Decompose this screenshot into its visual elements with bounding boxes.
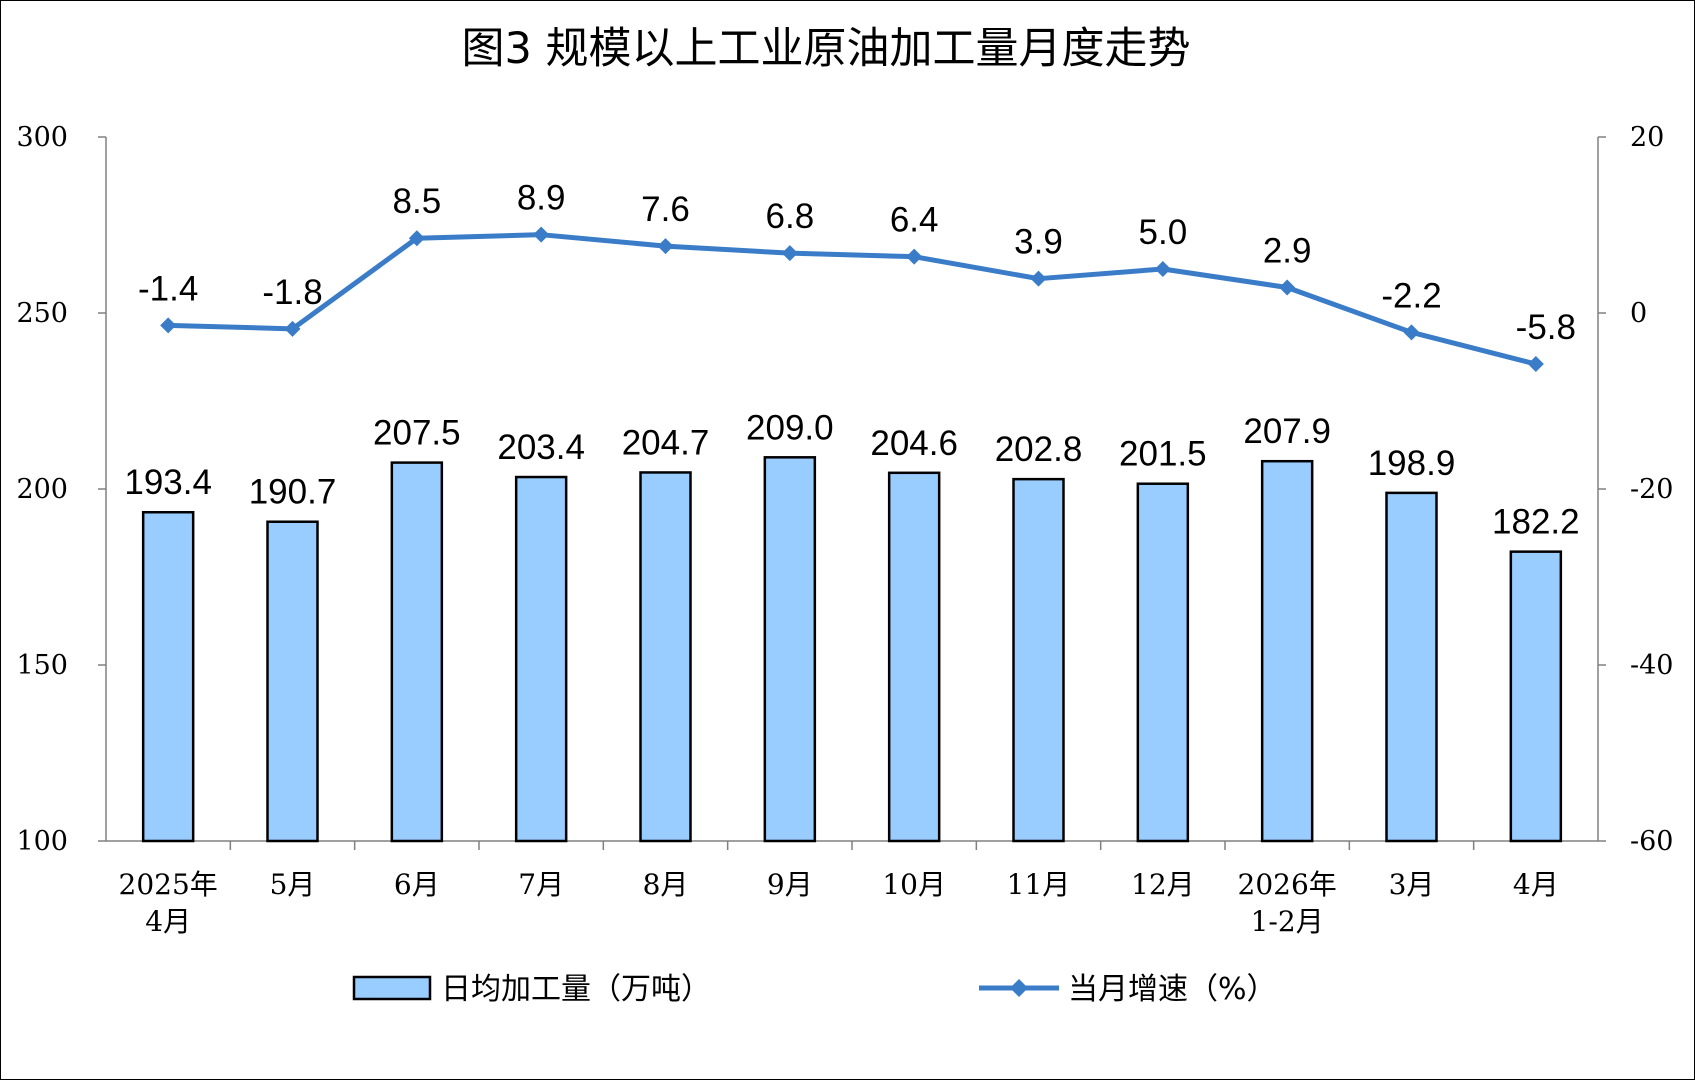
bar bbox=[1260, 459, 1314, 843]
legend-bar-swatch bbox=[352, 975, 432, 1001]
line-point bbox=[1279, 279, 1296, 296]
line-point bbox=[657, 238, 674, 255]
bar-value-label: 193.4 bbox=[124, 463, 212, 502]
x-tick-label: 4月 bbox=[145, 905, 191, 938]
y-left-tick-label: 300 bbox=[16, 122, 68, 153]
line-value-label: 6.4 bbox=[890, 201, 939, 240]
legend-bar-label: 日均加工量（万吨） bbox=[441, 972, 711, 1007]
y-right-tick-label: 0 bbox=[1630, 298, 1647, 329]
line-point bbox=[284, 320, 301, 337]
line-value-label: 8.5 bbox=[393, 182, 442, 221]
line-point bbox=[906, 248, 923, 265]
plot-area: 100 150 200 250 300 -60 -40 -20 0 20 2025年 4月 5月 6月 7月… bbox=[16, 122, 1673, 938]
bar bbox=[514, 475, 568, 843]
line-value-label: -5.8 bbox=[1516, 308, 1576, 347]
bar bbox=[1509, 550, 1563, 843]
y-left-tick-label: 100 bbox=[16, 826, 68, 857]
x-tick-label: 10月 bbox=[882, 868, 946, 901]
x-tick-label: 6月 bbox=[394, 868, 440, 901]
x-tick-label: 12月 bbox=[1131, 868, 1195, 901]
line-value-label: -2.2 bbox=[1381, 276, 1441, 315]
line-value-label: 2.9 bbox=[1263, 231, 1312, 270]
line-value-label: 3.9 bbox=[1014, 223, 1063, 262]
line-point bbox=[1527, 356, 1544, 373]
bar-value-label: 204.7 bbox=[622, 423, 710, 462]
line-point bbox=[781, 245, 798, 262]
x-tick-label: 2026年 bbox=[1238, 868, 1337, 901]
bar bbox=[1012, 477, 1065, 843]
legend-line-marker bbox=[1010, 979, 1028, 997]
bar bbox=[141, 510, 195, 843]
bar-value-label: 182.2 bbox=[1492, 503, 1580, 542]
line-series bbox=[168, 232, 1537, 367]
x-tick-label: 8月 bbox=[643, 868, 689, 901]
bar-value-label: 190.7 bbox=[249, 473, 337, 512]
line-point bbox=[1403, 324, 1420, 341]
legend-line-label: 当月增速（%） bbox=[1068, 972, 1277, 1007]
y-left-tick-label: 200 bbox=[16, 474, 68, 505]
x-tick-label: 4月 bbox=[1513, 868, 1559, 901]
bar-value-label: 201.5 bbox=[1119, 435, 1207, 474]
line-point bbox=[1154, 261, 1171, 277]
line-point bbox=[533, 226, 550, 243]
line-value-label: 8.9 bbox=[517, 179, 566, 218]
bar-value-label: 198.9 bbox=[1368, 444, 1456, 483]
bar bbox=[390, 461, 444, 843]
bar bbox=[266, 520, 319, 843]
line-value-label: 6.8 bbox=[766, 197, 815, 236]
bar-value-label: 202.8 bbox=[995, 430, 1083, 469]
bar bbox=[763, 456, 817, 843]
line-point bbox=[1030, 270, 1047, 287]
y-left-tick-label: 150 bbox=[16, 650, 68, 681]
y-left-tick-label: 250 bbox=[16, 298, 68, 329]
line-value-label: -1.4 bbox=[138, 269, 198, 308]
bar bbox=[1136, 482, 1190, 843]
bar-value-label: 207.9 bbox=[1243, 412, 1331, 451]
line-point bbox=[408, 230, 425, 247]
line-value-label: 5.0 bbox=[1139, 213, 1188, 252]
legend: 日均加工量（万吨） 当月增速（%） bbox=[352, 972, 1277, 1007]
line-value-label: 7.6 bbox=[641, 190, 690, 229]
y-right-tick-label: -40 bbox=[1630, 650, 1673, 681]
bar bbox=[1385, 491, 1438, 843]
chart-title: 图3 规模以上工业原油加工量月度走势 bbox=[461, 24, 1190, 74]
x-tick-label: 11月 bbox=[1007, 868, 1071, 901]
x-tick-label: 1-2月 bbox=[1251, 905, 1324, 938]
bar-value-label: 207.5 bbox=[373, 414, 461, 453]
x-tick-label: 7月 bbox=[518, 868, 564, 901]
x-tick-label: 5月 bbox=[270, 868, 316, 901]
y-right-tick-label: 20 bbox=[1630, 122, 1664, 153]
x-tick-label: 9月 bbox=[767, 868, 813, 901]
bar-value-label: 204.6 bbox=[870, 424, 958, 463]
y-right-tick-label: -20 bbox=[1630, 474, 1673, 505]
bar bbox=[887, 471, 941, 843]
bar-value-label: 203.4 bbox=[497, 428, 585, 467]
bar bbox=[639, 471, 692, 843]
x-tick-label: 3月 bbox=[1389, 868, 1435, 901]
bar-value-label: 209.0 bbox=[746, 408, 834, 447]
line-value-label: -1.8 bbox=[262, 273, 322, 312]
y-right-tick-label: -60 bbox=[1630, 826, 1673, 857]
line-point bbox=[160, 317, 177, 334]
x-tick-label: 2025年 bbox=[119, 868, 218, 901]
